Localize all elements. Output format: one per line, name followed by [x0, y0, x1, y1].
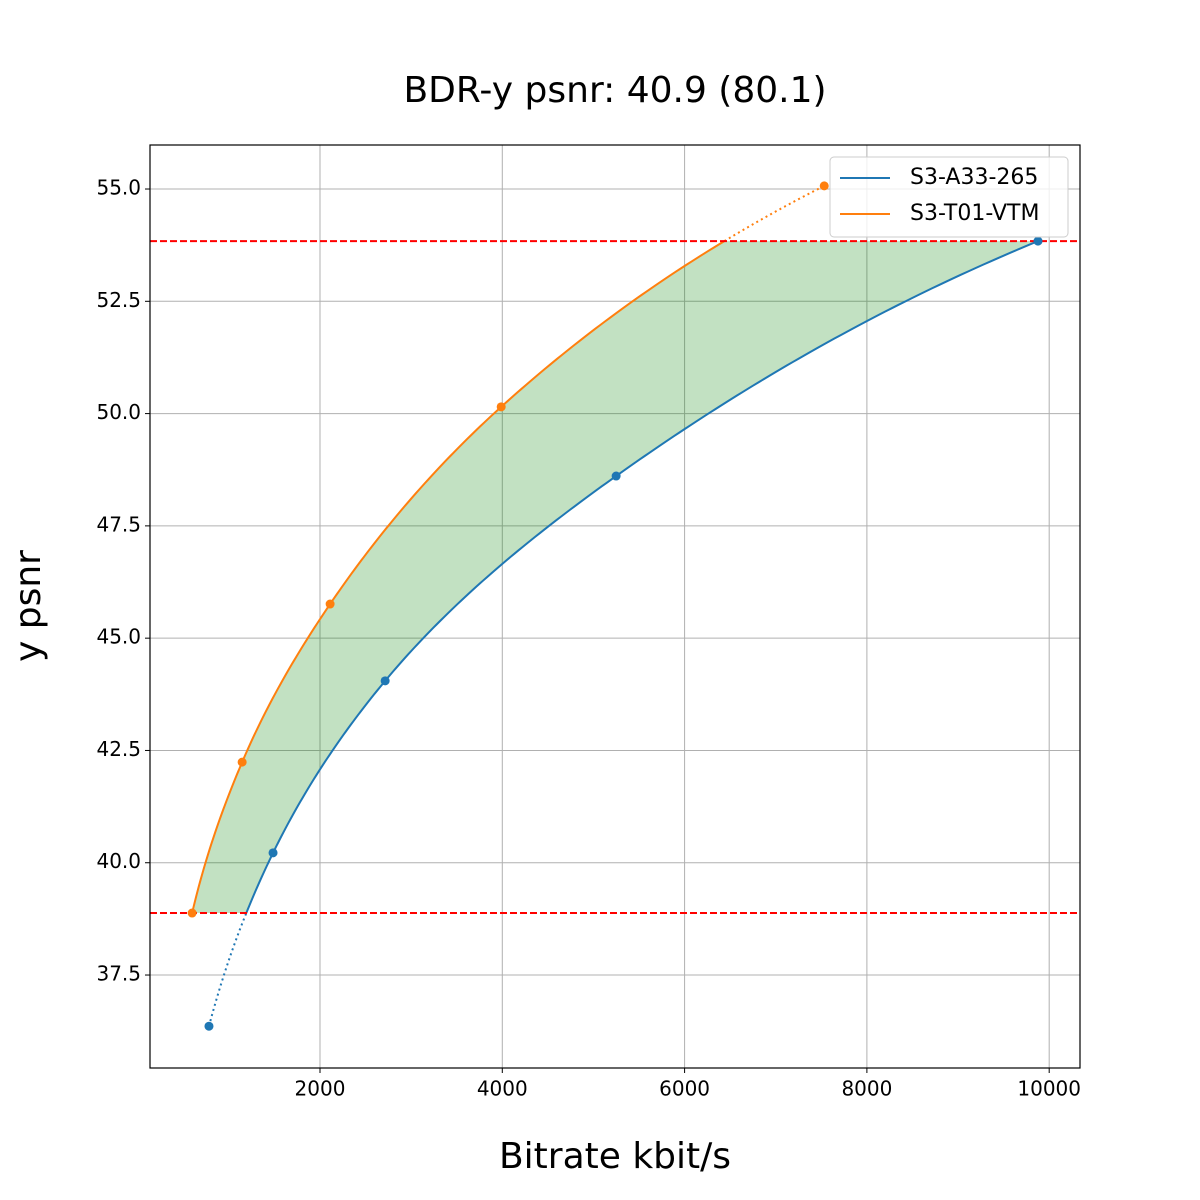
- x-tick-label: 8000: [841, 1077, 892, 1101]
- extrapolated-curve: [208, 912, 248, 1027]
- y-tick-label: 55.0: [96, 176, 141, 200]
- y-tick-label: 52.5: [96, 288, 141, 312]
- legend-label: S3-T01-VTM: [910, 201, 1039, 226]
- y-tick-label: 50.0: [96, 400, 141, 424]
- data-point: [325, 599, 335, 609]
- extrapolated-curve: [723, 184, 825, 242]
- plot-frame: [149, 144, 1081, 1069]
- data-point: [380, 676, 390, 686]
- data-point: [819, 181, 829, 191]
- legend-label: S3-A33-265: [910, 165, 1038, 190]
- data-point: [268, 848, 278, 858]
- data-point: [237, 757, 247, 767]
- data-point: [187, 908, 197, 918]
- data-point: [496, 402, 506, 412]
- chart-title: BDR-y psnr: 40.9 (80.1): [403, 70, 826, 111]
- x-tick-label: 6000: [659, 1077, 710, 1101]
- y-tick-label: 40.0: [96, 849, 141, 873]
- y-axis-label: y psnr: [8, 550, 49, 662]
- plot: [150, 181, 1080, 1031]
- x-tick-label: 4000: [477, 1077, 528, 1101]
- x-tick-label: 2000: [295, 1077, 346, 1101]
- x-axis-label: Bitrate kbit/s: [499, 1136, 731, 1177]
- data-point: [1033, 236, 1043, 246]
- fit-curve: [191, 240, 725, 914]
- data-point: [611, 471, 621, 481]
- data-point: [204, 1021, 214, 1031]
- fit-curve: [245, 240, 1039, 914]
- y-tick-label: 47.5: [96, 512, 141, 536]
- y-tick-label: 37.5: [96, 962, 141, 986]
- bd-rate-area: [192, 241, 1038, 914]
- y-tick-label: 45.0: [96, 625, 141, 649]
- x-tick-label: 10000: [1017, 1077, 1081, 1101]
- y-tick-label: 42.5: [96, 737, 141, 761]
